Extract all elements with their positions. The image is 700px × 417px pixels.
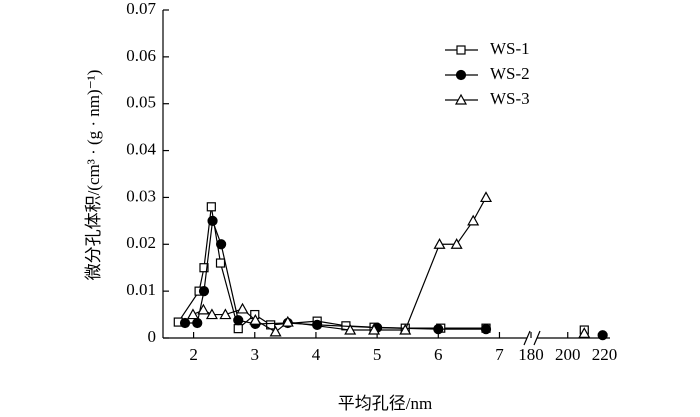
data-point: [236, 302, 249, 314]
data-point: [480, 323, 492, 335]
y-tick-label: 0.06: [126, 46, 156, 65]
x-tick-label: 6: [434, 345, 443, 364]
data-point: [399, 323, 412, 335]
data-point: [249, 313, 262, 325]
data-point: [186, 308, 199, 320]
y-tick-label: 0.01: [126, 280, 156, 299]
data-point: [233, 315, 244, 326]
y-tick-label: 0.07: [126, 0, 156, 18]
data-point: [368, 323, 381, 335]
data-point: [197, 303, 210, 315]
x-tick-label: 2: [189, 345, 198, 364]
series-line: [185, 220, 487, 330]
y-tick-label: 0.05: [126, 93, 156, 112]
data-point: [198, 286, 210, 297]
data-point: [179, 317, 191, 329]
legend-label: WS-2: [490, 64, 530, 83]
y-tick-label: 0.03: [126, 186, 156, 205]
x-tick-label: 7: [495, 345, 504, 364]
data-point: [450, 238, 463, 249]
data-point: [192, 317, 203, 329]
x-tick-label: 4: [312, 345, 321, 364]
data-point: [215, 258, 226, 268]
data-point: [433, 238, 446, 249]
x-tick-label: 180: [518, 345, 544, 364]
data-point: [597, 330, 608, 341]
data-point: [207, 215, 218, 226]
data-point: [281, 315, 294, 327]
legend-marker: [455, 69, 467, 81]
x-tick-label: 200: [555, 345, 581, 364]
data-point: [205, 308, 218, 320]
data-point: [467, 214, 480, 226]
x-tick-label: 3: [251, 345, 260, 364]
legend-label: WS-1: [490, 39, 530, 58]
x-tick-label: 220: [592, 345, 618, 364]
legend-marker: [456, 45, 466, 55]
y-tick-label: 0.02: [126, 233, 156, 252]
data-point: [216, 239, 227, 250]
legend-marker: [454, 93, 468, 105]
axis-break: [533, 330, 541, 346]
data-point: [269, 325, 282, 337]
data-point: [578, 327, 591, 338]
data-point: [219, 308, 232, 320]
data-point: [344, 323, 357, 335]
data-point: [206, 202, 216, 212]
data-point: [433, 323, 444, 335]
x-tick-label: 5: [373, 345, 382, 364]
legend-label: WS-3: [490, 89, 530, 108]
data-point: [233, 324, 243, 334]
y-axis-label: 微分孔体积/(cm³ · (g · nm)⁻¹): [84, 70, 103, 281]
x-axis-label: 平均孔径/nm: [338, 394, 432, 413]
data-point: [199, 263, 209, 273]
y-tick-label: 0.04: [126, 139, 156, 158]
axis-break: [523, 330, 531, 346]
data-point: [479, 191, 493, 203]
y-tick-label: 0: [148, 327, 157, 346]
